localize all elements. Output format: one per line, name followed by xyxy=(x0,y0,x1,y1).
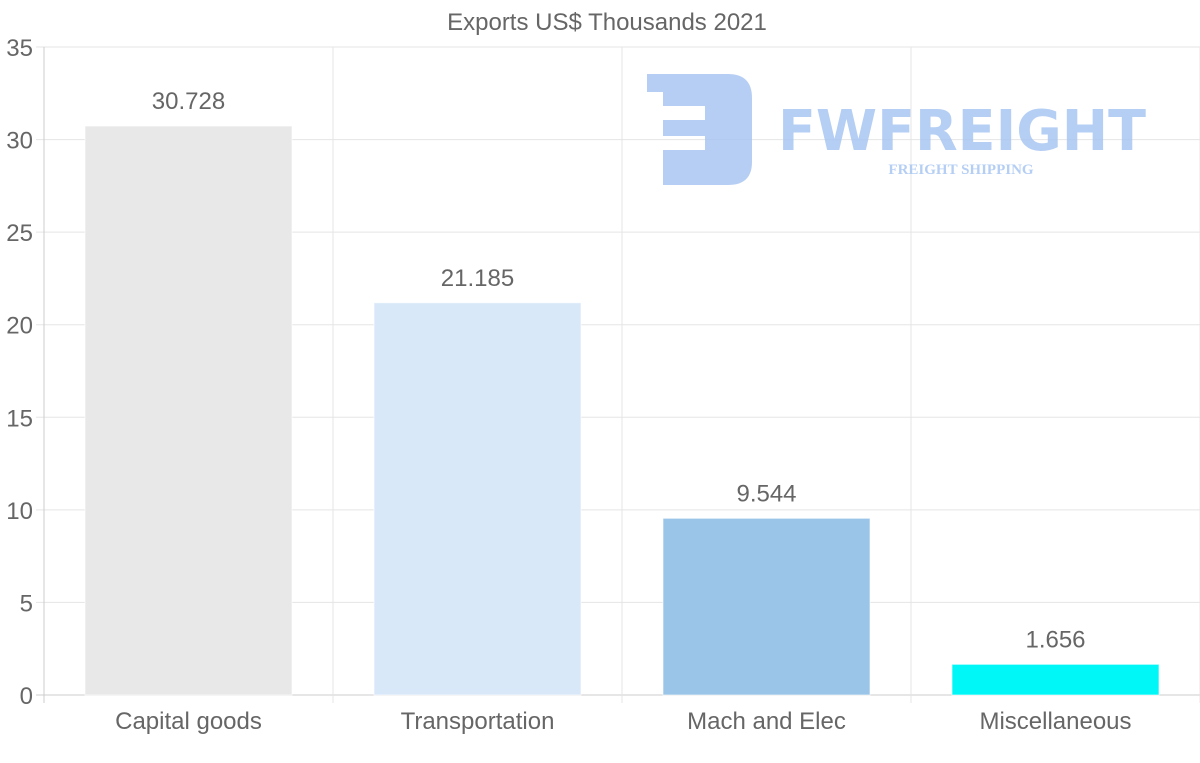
y-axis: 0 5 10 15 20 25 30 35 xyxy=(6,35,33,710)
x-tick-label: Miscellaneous xyxy=(979,708,1131,735)
data-label: 21.185 xyxy=(441,265,514,292)
bars: 30.728 21.185 9.544 1.656 xyxy=(84,88,1160,696)
data-label: 30.728 xyxy=(152,88,225,115)
y-tick-label: 5 xyxy=(20,590,33,617)
y-tick-label: 20 xyxy=(6,313,33,340)
x-tick-label: Mach and Elec xyxy=(687,708,846,735)
logo-mark-icon xyxy=(647,74,752,185)
bar-transportation[interactable] xyxy=(373,302,582,696)
y-tick-label: 35 xyxy=(6,35,33,62)
x-tick-label: Transportation xyxy=(401,708,555,735)
y-tick-label: 0 xyxy=(20,683,33,710)
bar-capital-goods[interactable] xyxy=(84,125,293,696)
y-tick-label: 30 xyxy=(6,128,33,155)
chart-title: Exports US$ Thousands 2021 xyxy=(447,9,767,36)
data-label: 1.656 xyxy=(1025,626,1085,653)
bar-miscellaneous[interactable] xyxy=(951,663,1160,696)
x-tick-label: Capital goods xyxy=(115,708,262,735)
logo-tagline-text: FREIGHT SHIPPING xyxy=(888,162,1033,178)
y-tick-label: 25 xyxy=(6,220,33,247)
data-label: 9.544 xyxy=(736,480,796,507)
y-tick-label: 10 xyxy=(6,498,33,525)
bar-mach-and-elec[interactable] xyxy=(662,517,871,696)
logo-brand-text: FWFREIGHT xyxy=(778,99,1146,164)
y-tick-label: 15 xyxy=(6,405,33,432)
x-axis: Capital goods Transportation Mach and Elec… xyxy=(115,708,1131,735)
